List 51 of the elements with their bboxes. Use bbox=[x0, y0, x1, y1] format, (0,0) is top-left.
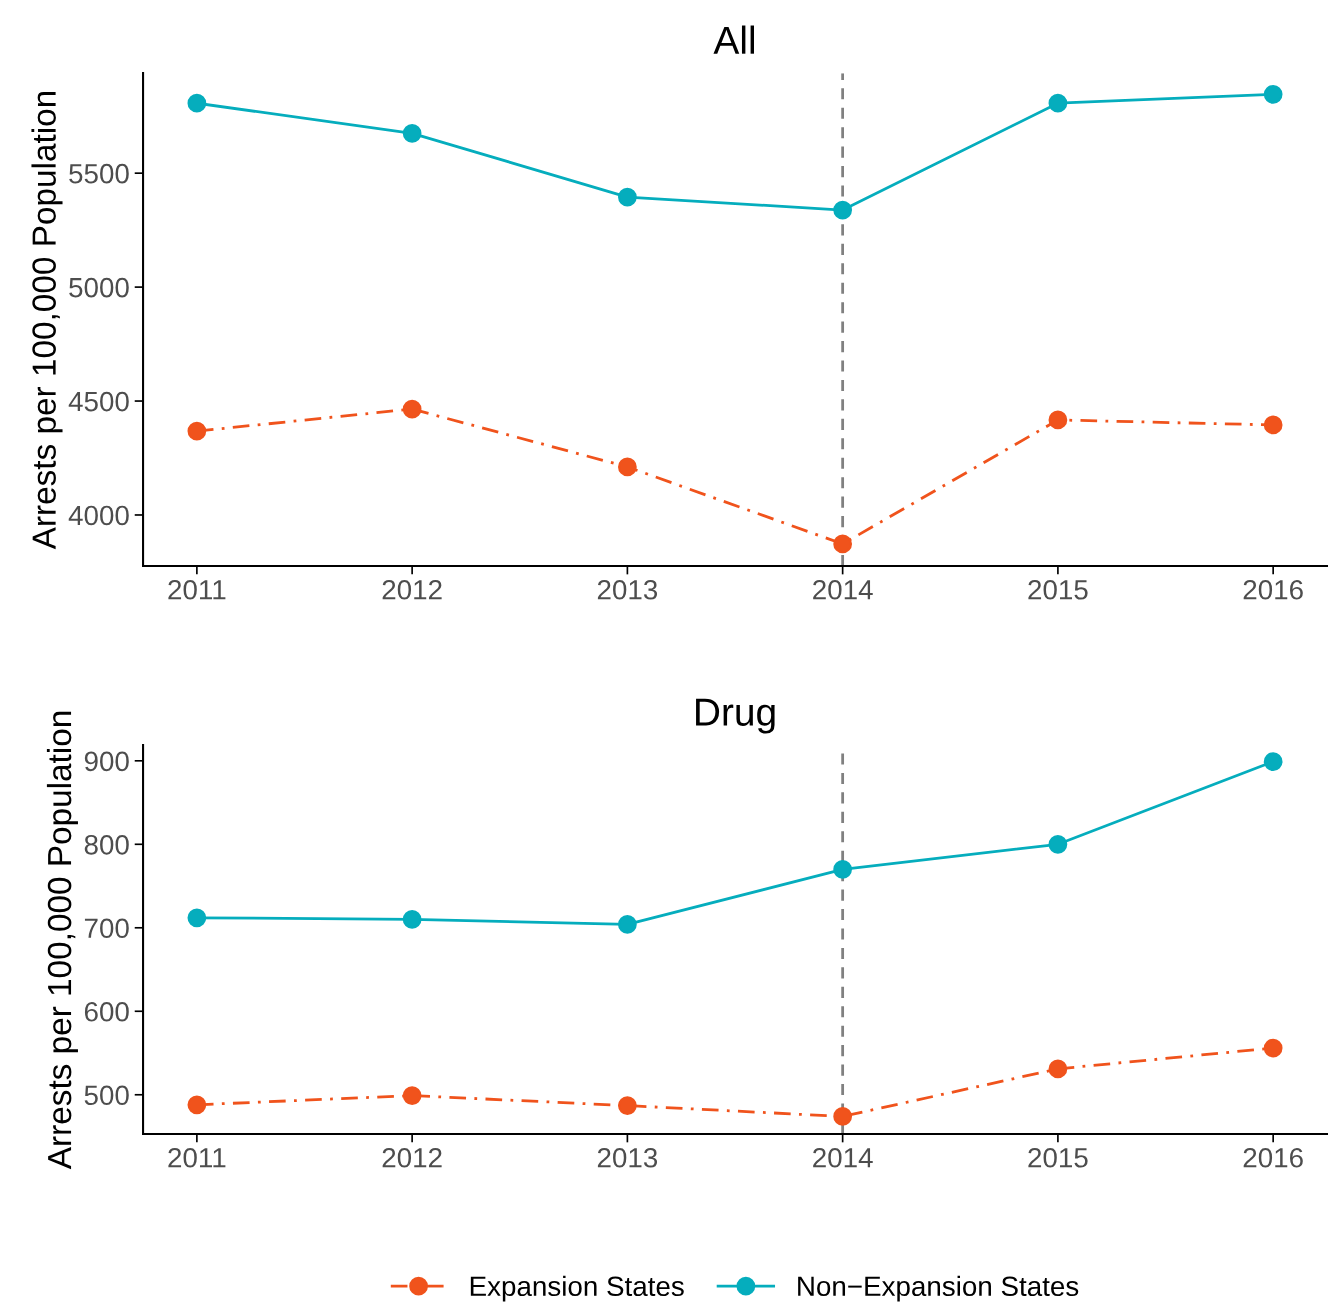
x-tick-label: 2014 bbox=[813, 1147, 873, 1168]
point bbox=[187, 93, 207, 113]
point bbox=[618, 187, 637, 207]
x-tick-label: 2015 bbox=[1028, 579, 1088, 600]
point bbox=[187, 1095, 207, 1115]
y-axis-title: Arrests per 100,000 Population bbox=[31, 91, 63, 550]
chart-title: Drug bbox=[696, 698, 775, 734]
point bbox=[187, 421, 207, 441]
chart-title: All bbox=[713, 25, 755, 54]
point bbox=[1048, 93, 1068, 113]
x-tick-label: 2011 bbox=[168, 579, 226, 600]
point bbox=[1048, 1059, 1068, 1079]
x-tick-label: 2013 bbox=[597, 579, 658, 600]
x-tick-label: 2013 bbox=[597, 1147, 658, 1168]
x-tick-label: 2016 bbox=[1243, 1147, 1303, 1168]
y-tick-label: 4500 bbox=[68, 391, 129, 412]
point bbox=[1263, 752, 1283, 772]
point bbox=[833, 1107, 853, 1126]
x-tick-label: 2014 bbox=[813, 579, 873, 600]
point bbox=[1048, 834, 1068, 854]
legend-label: Non−Expansion States bbox=[798, 1275, 1079, 1302]
point bbox=[1048, 410, 1068, 430]
point bbox=[1263, 415, 1283, 435]
point bbox=[402, 399, 422, 419]
y-tick-label: 4000 bbox=[68, 505, 129, 526]
point bbox=[833, 534, 853, 554]
y-tick-label: 700 bbox=[84, 918, 129, 939]
point bbox=[618, 915, 637, 934]
y-tick-label: 600 bbox=[84, 1001, 129, 1022]
point bbox=[833, 200, 853, 220]
point bbox=[618, 1096, 637, 1115]
y-axis-title: Arrests per 100,000 Population bbox=[46, 711, 78, 1170]
x-tick-label: 2012 bbox=[382, 1147, 442, 1168]
y-tick-label: 5500 bbox=[69, 163, 129, 184]
point bbox=[618, 457, 637, 477]
x-tick-label: 2012 bbox=[382, 579, 442, 600]
legend-label: Expansion States bbox=[470, 1275, 684, 1302]
y-tick-label: 500 bbox=[84, 1085, 129, 1106]
point bbox=[1263, 84, 1283, 104]
x-tick-label: 2011 bbox=[168, 1147, 226, 1168]
point bbox=[402, 910, 422, 929]
point bbox=[833, 859, 853, 879]
point bbox=[1263, 1038, 1283, 1058]
y-tick-label: 5000 bbox=[69, 277, 129, 298]
point bbox=[402, 123, 422, 143]
point bbox=[402, 1086, 422, 1105]
point bbox=[187, 908, 207, 928]
x-tick-label: 2016 bbox=[1243, 579, 1303, 600]
x-tick-label: 2015 bbox=[1028, 1147, 1088, 1168]
y-tick-label: 900 bbox=[84, 751, 129, 772]
y-tick-label: 800 bbox=[84, 834, 129, 855]
